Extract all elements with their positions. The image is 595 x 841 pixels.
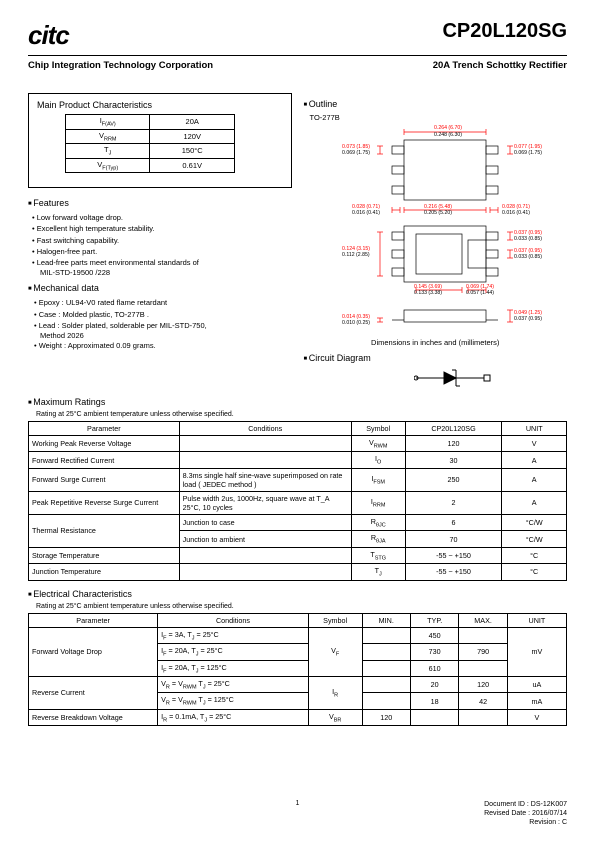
- list-item: Lead-free parts meet environmental stand…: [32, 257, 292, 268]
- logo: citc: [28, 20, 69, 51]
- part-number: CP20L120SG: [442, 20, 567, 43]
- outline-drawing: 0.264 (6.70) 0.248 (6.30) 0.073 (1.85) 0…: [304, 124, 564, 334]
- main-char-table: IF(AV)20A VRRM120V TJ150°C VF(Typ)0.61V: [65, 114, 235, 173]
- table-row: Junction TemperatureTJ-55 ~ +150°C: [29, 564, 567, 580]
- list-item: Excellent high temperature stability.: [32, 223, 292, 234]
- table-row: Thermal ResistanceJunction to caseRθJC6°…: [29, 514, 567, 530]
- svg-text:0.033 (0.85): 0.033 (0.85): [514, 254, 542, 260]
- table-row: Forward Rectified CurrentIO30A: [29, 452, 567, 468]
- main-characteristics-box: Main Product Characteristics IF(AV)20A V…: [28, 93, 292, 188]
- char-param: VF(Typ): [66, 158, 150, 173]
- char-param: VRRM: [66, 129, 150, 144]
- svg-text:0.057 (1.44): 0.057 (1.44): [466, 290, 494, 296]
- mech-list2: Weight : Approximated 0.09 grams.: [28, 340, 292, 351]
- elec-title: Electrical Characteristics: [28, 589, 567, 599]
- right-column: Outline TO-277B: [304, 93, 568, 391]
- circuit-diagram: [414, 367, 494, 389]
- page-header: citc CP20L120SG: [28, 20, 567, 56]
- max-ratings-title: Maximum Ratings: [28, 397, 567, 407]
- table-row: VRRM120V: [66, 129, 235, 144]
- table-row: IF(AV)20A: [66, 115, 235, 130]
- svg-text:0.033 (0.85): 0.033 (0.85): [514, 236, 542, 242]
- th-unit: UNIT: [507, 613, 566, 627]
- svg-text:0.264 (6.70): 0.264 (6.70): [434, 125, 462, 131]
- list-item: Fast switching capability.: [32, 235, 292, 246]
- left-column: Main Product Characteristics IF(AV)20A V…: [28, 93, 292, 391]
- mech-list: Epoxy : UL94-V0 rated flame retardant Ca…: [28, 297, 292, 331]
- char-val: 0.61V: [150, 158, 235, 173]
- svg-text:0.069 (1.75): 0.069 (1.75): [342, 150, 370, 156]
- char-val: 20A: [150, 115, 235, 130]
- page-number: 1: [296, 800, 300, 807]
- table-row: VF(Typ)0.61V: [66, 158, 235, 173]
- th-typ: TYP.: [410, 613, 458, 627]
- circuit-title: Circuit Diagram: [304, 353, 568, 363]
- th-sym: Symbol: [308, 613, 362, 627]
- elec-table: Parameter Conditions Symbol MIN. TYP. MA…: [28, 613, 567, 727]
- features-list: Low forward voltage drop. Excellent high…: [28, 212, 292, 268]
- svg-text:0.205 (5.20): 0.205 (5.20): [424, 210, 452, 216]
- table-row: Forward Voltage Drop IF = 3A, TJ = 25°C …: [29, 627, 567, 643]
- page-footer: 1 Document ID : DS-12K007 Revised Date :…: [28, 800, 567, 827]
- table-row: TJ150°C: [66, 144, 235, 159]
- th-unit: UNIT: [502, 422, 567, 436]
- svg-text:0.248 (6.30): 0.248 (6.30): [434, 132, 462, 138]
- main-char-title: Main Product Characteristics: [37, 100, 283, 110]
- svg-text:0.037 (0.95): 0.037 (0.95): [514, 316, 542, 322]
- svg-text:0.016 (0.41): 0.016 (0.41): [352, 210, 380, 216]
- th-cond: Conditions: [158, 613, 309, 627]
- th-max: MAX.: [459, 613, 507, 627]
- table-row: Storage TemperatureTSTG-55 ~ +150°C: [29, 547, 567, 563]
- features-title: Features: [28, 198, 292, 208]
- doc-info: Document ID : DS-12K007 Revised Date : 2…: [484, 800, 567, 827]
- list-item: Case : Molded plastic, TO-277B .: [32, 309, 292, 320]
- th-val: CP20L120SG: [405, 422, 502, 436]
- rev-date: Revised Date : 2016/07/14: [484, 809, 567, 818]
- table-row: Peak Repetitive Reverse Surge CurrentPul…: [29, 491, 567, 514]
- max-ratings-table: Parameter Conditions Symbol CP20L120SG U…: [28, 421, 567, 581]
- list-item-cont: MIL-STD-19500 /228: [28, 268, 292, 277]
- table-row: Working Peak Reverse VoltageVRWM120V: [29, 436, 567, 452]
- company-name: Chip Integration Technology Corporation: [28, 60, 213, 71]
- table-row: Forward Surge Current8.3ms single half s…: [29, 468, 567, 491]
- elec-note: Rating at 25°C ambient temperature unles…: [36, 603, 567, 610]
- table-row: Reverse Current VR = VRWM TJ = 25°C IR 2…: [29, 676, 567, 692]
- list-item: Halogen-free part.: [32, 246, 292, 257]
- doc-id: Document ID : DS-12K007: [484, 800, 567, 809]
- list-item: Epoxy : UL94-V0 rated flame retardant: [32, 297, 292, 308]
- th-cond: Conditions: [179, 422, 351, 436]
- svg-text:0.016 (0.41): 0.016 (0.41): [502, 210, 530, 216]
- svg-text:0.069 (1.75): 0.069 (1.75): [514, 150, 542, 156]
- outline-title: Outline: [304, 99, 568, 109]
- table-row: Reverse Breakdown Voltage IR = 0.1mA, TJ…: [29, 709, 567, 725]
- top-columns: Main Product Characteristics IF(AV)20A V…: [28, 93, 567, 391]
- subheader: Chip Integration Technology Corporation …: [28, 60, 567, 71]
- list-item: Lead : Solder plated, solderable per MIL…: [32, 320, 292, 331]
- list-item-cont: Method 2026: [28, 331, 292, 340]
- th-param: Parameter: [29, 422, 180, 436]
- char-val: 120V: [150, 129, 235, 144]
- revision: Revision : C: [484, 818, 567, 827]
- table-header-row: Parameter Conditions Symbol MIN. TYP. MA…: [29, 613, 567, 627]
- th-min: MIN.: [362, 613, 410, 627]
- max-ratings-note: Rating at 25°C ambient temperature unles…: [36, 411, 567, 418]
- svg-text:0.112 (2.85): 0.112 (2.85): [342, 252, 370, 258]
- svg-text:0.133 (3.38): 0.133 (3.38): [414, 290, 442, 296]
- dim-caption: Dimensions in inches and (millimeters): [304, 338, 568, 347]
- table-header-row: Parameter Conditions Symbol CP20L120SG U…: [29, 422, 567, 436]
- svg-text:0.010 (0.25): 0.010 (0.25): [342, 320, 370, 326]
- mech-title: Mechanical data: [28, 283, 292, 293]
- char-val: 150°C: [150, 144, 235, 159]
- char-param: IF(AV): [66, 115, 150, 130]
- th-sym: Symbol: [351, 422, 405, 436]
- list-item: Low forward voltage drop.: [32, 212, 292, 223]
- package-label: TO-277B: [310, 113, 568, 122]
- char-param: TJ: [66, 144, 150, 159]
- product-subtitle: 20A Trench Schottky Rectifier: [433, 60, 567, 71]
- th-param: Parameter: [29, 613, 158, 627]
- list-item: Weight : Approximated 0.09 grams.: [32, 340, 292, 351]
